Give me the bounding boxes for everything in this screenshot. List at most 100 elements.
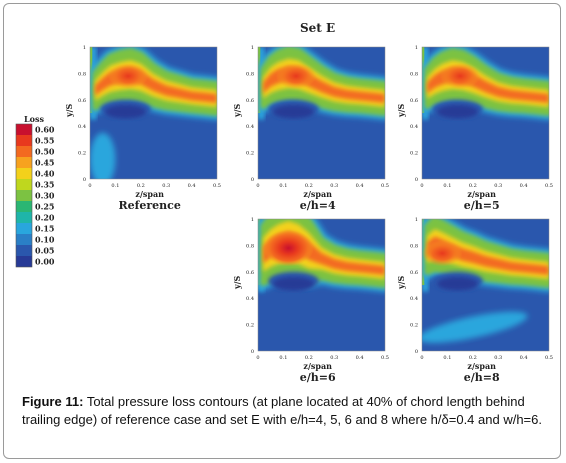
separation-notch-core — [105, 105, 146, 119]
legend-swatch — [16, 146, 32, 157]
figure-title: Set E — [300, 21, 336, 35]
legend-label: 0.50 — [35, 147, 55, 157]
legend: Loss0.600.550.500.450.400.350.300.250.20… — [15, 114, 55, 268]
y-axis-label: y/S — [232, 275, 242, 290]
y-tick-label: 1 — [251, 217, 254, 223]
x-tick-label: 0.4 — [356, 183, 364, 189]
vortex-core — [275, 62, 317, 90]
x-tick-label: 0 — [88, 183, 91, 189]
y-tick-label: 0 — [251, 349, 254, 355]
legend-label: 0.15 — [35, 224, 54, 234]
y-tick-label: 0.6 — [78, 98, 86, 104]
legend-label: 0.10 — [35, 235, 55, 245]
plot-border — [421, 46, 550, 180]
y-tick-label: 0.4 — [246, 124, 254, 130]
y-tick-label: 1 — [415, 217, 418, 223]
contour-panel: 0 0.2 0.4 0.6 0.8 1 0 0.1 0.2 0.3 0.4 0.5 y/S z/spane… — [396, 217, 553, 384]
figure-caption: Figure 11: Total pressure loss contours … — [22, 393, 548, 429]
legend-swatch — [16, 190, 32, 201]
y-tick-label: 0 — [251, 177, 254, 183]
legend-label: 0.40 — [35, 169, 55, 179]
x-tick-label: 0 — [256, 355, 259, 361]
x-tick-label: 0.1 — [443, 355, 451, 361]
x-tick-label: 0.5 — [381, 183, 389, 189]
x-tick-label: 0.5 — [381, 355, 389, 361]
x-axis-label: z/span — [303, 189, 332, 199]
legend-label: 0.30 — [35, 191, 55, 201]
panel-label: e/h=5 — [464, 199, 500, 212]
contour-panel: 0 0.2 0.4 0.6 0.8 1 0 0.1 0.2 0.3 0.4 0.5 y/S z/spane… — [232, 45, 389, 212]
legend-swatch — [16, 179, 32, 190]
y-tick-label: 0.2 — [410, 323, 418, 329]
vortex-core — [439, 62, 481, 90]
separation-notch-core — [273, 277, 314, 291]
panel-label: e/h=8 — [464, 371, 500, 384]
x-tick-label: 0.1 — [111, 183, 119, 189]
y-tick-label: 0 — [415, 177, 418, 183]
y-tick-label: 0.2 — [246, 151, 254, 157]
x-tick-label: 0.5 — [213, 183, 221, 189]
y-tick-label: 1 — [251, 45, 254, 51]
legend-label: 0.45 — [35, 158, 54, 168]
legend-swatch — [16, 212, 32, 223]
contour-panel: 0 0.2 0.4 0.6 0.8 1 0 0.1 0.2 0.3 0.4 0.5 y/S z/spanR… — [64, 45, 221, 212]
x-tick-label: 0.4 — [520, 183, 528, 189]
legend-label: 0.55 — [35, 136, 54, 146]
panel-label: e/h=6 — [300, 371, 336, 384]
vortex-core — [422, 240, 463, 267]
y-tick-label: 1 — [415, 45, 418, 51]
y-tick-label: 0.6 — [410, 270, 418, 276]
x-axis-label: z/span — [467, 361, 496, 371]
wake-peak — [427, 236, 549, 275]
x-tick-label: 0 — [420, 183, 423, 189]
x-tick-label: 0.5 — [545, 183, 553, 189]
y-tick-label: 1 — [83, 45, 86, 51]
legend-swatch — [16, 234, 32, 245]
y-tick-label: 0.6 — [246, 270, 254, 276]
legend-title: Loss — [24, 114, 44, 124]
y-axis-label: y/S — [396, 103, 406, 118]
y-tick-label: 0.4 — [410, 124, 418, 130]
legend-label: 0.05 — [35, 246, 54, 256]
x-tick-label: 0.2 — [469, 183, 477, 189]
y-axis-label: y/S — [396, 275, 406, 290]
x-tick-label: 0.5 — [545, 355, 553, 361]
vortex-core — [107, 62, 149, 90]
y-axis-label: y/S — [232, 103, 242, 118]
x-tick-label: 0.4 — [356, 355, 364, 361]
legend-border — [15, 123, 33, 268]
panel-label: e/h=4 — [300, 199, 336, 212]
x-axis-label: z/span — [135, 189, 164, 199]
x-tick-label: 0.2 — [305, 355, 313, 361]
y-tick-label: 0 — [415, 349, 418, 355]
y-tick-label: 0.4 — [246, 296, 254, 302]
contour-field — [258, 219, 385, 351]
legend-swatch — [16, 124, 32, 135]
x-tick-label: 0.3 — [330, 183, 338, 189]
contour-field — [90, 47, 217, 179]
x-axis-label: z/span — [467, 189, 496, 199]
corner-region — [90, 132, 116, 179]
y-tick-label: 0 — [83, 177, 86, 183]
contour-panel: 0 0.2 0.4 0.6 0.8 1 0 0.1 0.2 0.3 0.4 0.5 y/S z/spane… — [232, 217, 389, 384]
y-tick-label: 0.6 — [246, 98, 254, 104]
x-tick-label: 0.1 — [279, 355, 287, 361]
contour-field — [422, 219, 549, 351]
vortex-core — [263, 229, 314, 267]
separation-notch-core — [437, 277, 478, 291]
y-axis-label: y/S — [64, 103, 74, 118]
contour-panel: 0 0.2 0.4 0.6 0.8 1 0 0.1 0.2 0.3 0.4 0.5 y/S z/spane… — [396, 45, 553, 212]
y-tick-label: 0.8 — [78, 71, 86, 77]
legend-label: 0.60 — [35, 125, 55, 135]
x-tick-label: 0.1 — [443, 183, 451, 189]
contour-field — [258, 47, 385, 179]
legend-label: 0.35 — [35, 180, 54, 190]
x-tick-label: 0.1 — [279, 183, 287, 189]
x-tick-label: 0.3 — [494, 183, 502, 189]
legend-swatch — [16, 157, 32, 168]
y-tick-label: 0.4 — [410, 296, 418, 302]
y-tick-label: 0.2 — [246, 323, 254, 329]
legend-swatch — [16, 135, 32, 146]
legend-swatch — [16, 245, 32, 256]
